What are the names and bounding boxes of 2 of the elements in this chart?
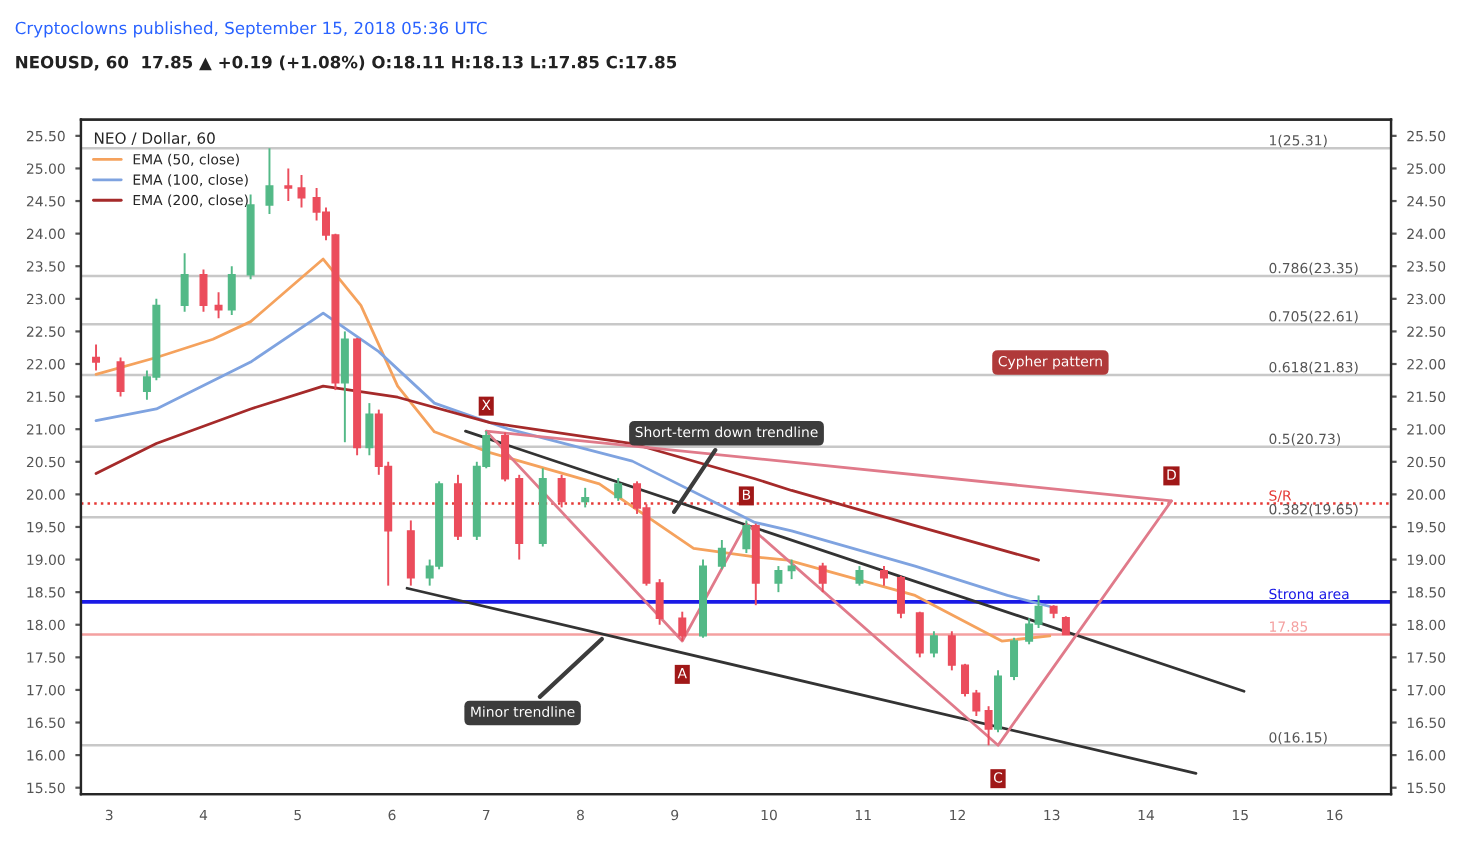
chart-subtitle: NEOUSD, 60 17.85 ▲ +0.19 (+1.08%) O:18.11 H:18.13 L:17.85 C:17.85	[16, 55, 677, 71]
chart-title: Cryptoclowns published, September 15, 2018 05:36 UTC	[15, 21, 487, 38]
